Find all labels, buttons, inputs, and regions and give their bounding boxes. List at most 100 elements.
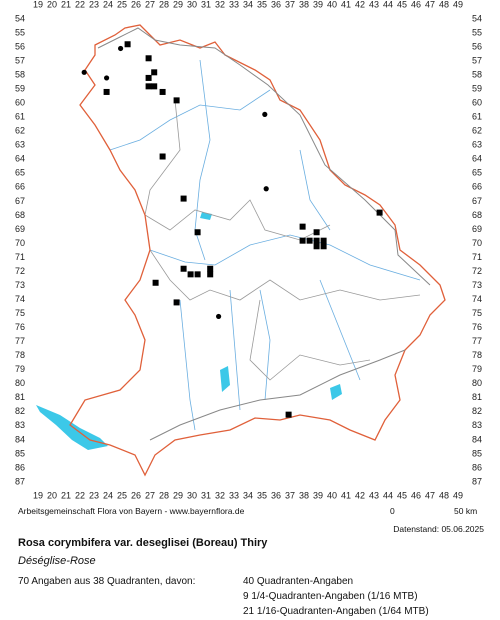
column-label: 32 [215,490,225,500]
row-label: 59 [472,84,482,94]
row-label: 76 [15,322,25,332]
row-label: 66 [15,182,25,192]
column-label: 42 [355,490,365,500]
row-label: 63 [15,140,25,150]
row-label: 67 [472,196,482,206]
row-label: 68 [15,210,25,220]
column-label: 49 [453,0,463,9]
row-label: 58 [472,69,482,79]
column-label: 40 [327,0,337,9]
column-label: 28 [159,490,169,500]
row-label: 65 [472,168,482,178]
column-label: 20 [47,490,57,500]
marker-dot [81,69,87,75]
summary: 70 Angaben aus 38 Quadranten, davon: [18,576,196,587]
marker-square [152,279,159,286]
column-label: 40 [327,490,337,500]
column-label: 36 [271,490,281,500]
column-label: 39 [313,490,323,500]
column-label: 29 [173,0,183,9]
marker-square [313,229,320,236]
row-label: 83 [472,420,482,430]
row-label: 54 [15,13,25,23]
marker-square [207,265,214,272]
column-label: 27 [145,0,155,9]
row-label: 87 [15,476,25,486]
row-label: 57 [15,55,25,65]
column-label: 42 [355,0,365,9]
column-label: 48 [439,490,449,500]
row-label: 72 [472,266,482,276]
marker-square [173,299,180,306]
column-label: 23 [89,490,99,500]
row-label: 74 [15,294,25,304]
row-label: 80 [472,378,482,388]
credit: Arbeitsgemeinschaft Flora von Bayern - w… [18,506,245,516]
column-label: 35 [257,0,267,9]
column-label: 24 [103,0,113,9]
row-label: 73 [472,280,482,290]
row-label: 74 [472,294,482,304]
scale-start: 0 [390,506,395,516]
column-label: 28 [159,0,169,9]
row-label: 68 [472,210,482,220]
marker-square [151,69,158,76]
row-label: 84 [472,434,482,444]
column-label: 41 [341,490,351,500]
lake [36,405,108,450]
row-label: 57 [472,55,482,65]
state-border [69,24,446,477]
marker-square [306,237,313,244]
row-label: 80 [15,378,25,388]
column-label: 27 [145,490,155,500]
marker-dot [216,313,222,320]
row-label: 59 [15,84,25,94]
column-label: 45 [397,0,407,9]
row-label: 54 [472,13,482,23]
column-label: 33 [229,490,239,500]
column-label: 49 [453,490,463,500]
column-label: 20 [47,0,57,9]
marker-square [145,55,152,62]
column-label: 25 [117,0,127,9]
marker-dot [263,186,269,192]
row-label: 56 [15,41,25,51]
marker-square [194,271,201,278]
column-label: 26 [131,490,141,500]
district-borders [144,99,421,381]
row-label: 81 [472,392,482,402]
marker-square [376,209,383,216]
column-label: 41 [341,0,351,9]
column-label: 46 [411,490,421,500]
row-label: 64 [472,154,482,164]
marker-dot [262,111,268,118]
column-label: 19 [33,0,43,9]
column-label: 44 [383,0,393,9]
row-label: 61 [472,112,482,122]
date: Datenstand: 05.06.2025 [393,524,484,534]
marker-dot [118,45,124,52]
marker-square [320,243,327,250]
column-label: 45 [397,490,407,500]
detail: 21 1/16-Quadranten-Angaben (1/64 MTB) [243,606,429,617]
row-label: 82 [15,406,25,416]
column-label: 31 [201,0,211,9]
row-label: 72 [15,266,25,276]
column-label: 25 [117,490,127,500]
marker-square [145,74,152,81]
column-label: 37 [285,0,295,9]
detail: 40 Quadranten-Angaben [243,576,354,587]
detail: 9 1/4-Quadranten-Angaben (1/16 MTB) [243,591,418,602]
column-label: 39 [313,0,323,9]
row-label: 64 [15,154,25,164]
marker-square [103,88,110,95]
marker-square [320,237,327,244]
row-label: 55 [472,27,482,37]
marker-square [159,153,166,160]
column-label: 33 [229,0,239,9]
marker-square [173,97,180,104]
marker-square [180,195,187,202]
column-label: 22 [75,0,85,9]
marker-square [299,223,306,230]
scale-end: 50 km [454,506,478,516]
